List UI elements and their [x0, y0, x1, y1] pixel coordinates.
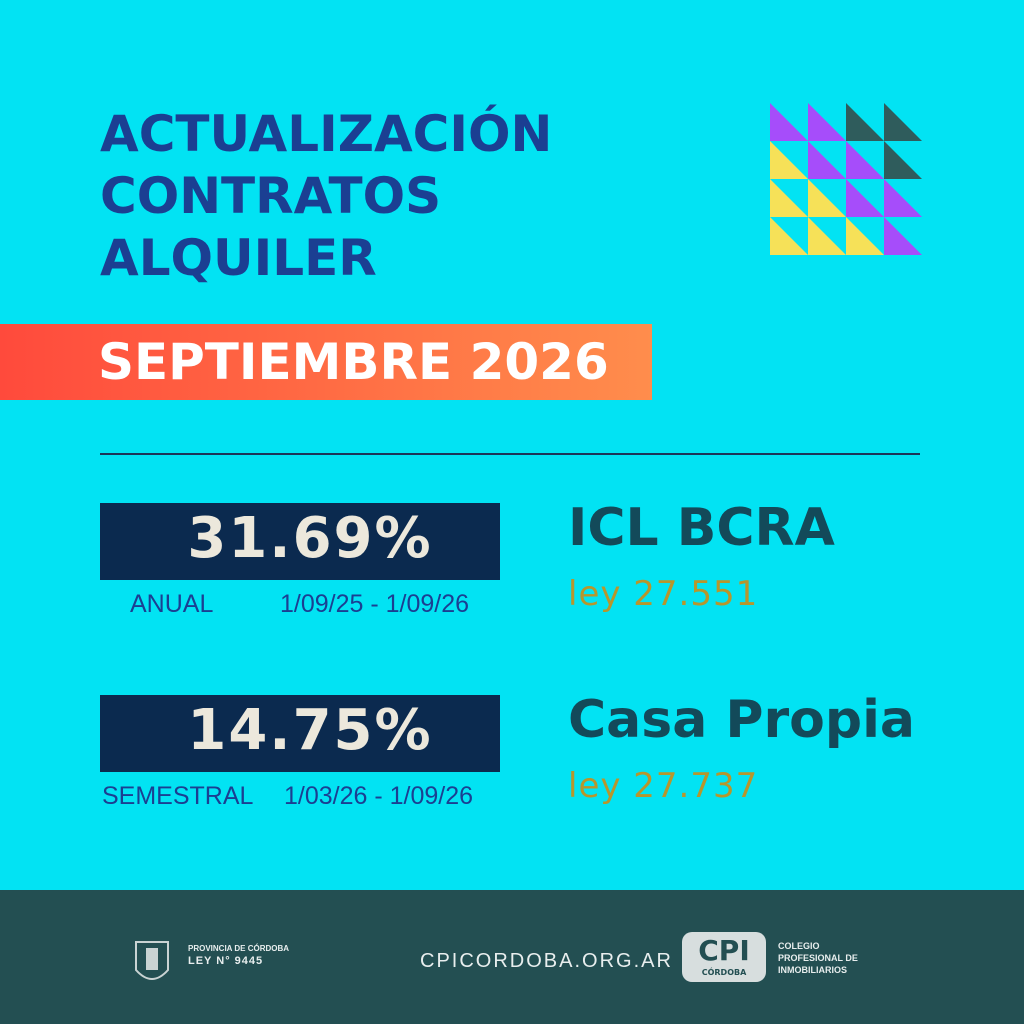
- province-emblem: [135, 941, 169, 980]
- period-dates: 1/03/26 - 1/09/26: [284, 782, 474, 810]
- month-banner: [0, 324, 652, 400]
- triangle: [808, 103, 846, 141]
- triangle: [770, 103, 808, 141]
- decorative-triangles: [770, 103, 922, 255]
- title-line: CONTRATOS: [100, 167, 442, 225]
- triangle: [770, 141, 808, 179]
- period-label: ANUAL: [130, 590, 214, 618]
- divider: [100, 453, 920, 455]
- triangle: [884, 179, 922, 217]
- triangle: [846, 103, 884, 141]
- index-law: ley 27.551: [568, 574, 759, 614]
- triangle: [846, 179, 884, 217]
- logo-text: CPI: [698, 934, 750, 967]
- triangle: [846, 217, 884, 255]
- index-value: 31.69%: [187, 506, 433, 571]
- period-dates: 1/09/25 - 1/09/26: [280, 590, 470, 618]
- index-name: Casa Propia: [568, 690, 916, 750]
- footer-text: LEY N° 9445: [188, 955, 264, 967]
- footer-text: INMOBILIARIOS: [778, 965, 847, 975]
- footer-text: PROFESIONAL DE: [778, 953, 858, 963]
- triangle: [808, 217, 846, 255]
- period-label: SEMESTRAL: [102, 782, 254, 810]
- triangle: [808, 141, 846, 179]
- footer-text: COLEGIO: [778, 941, 820, 951]
- index-value: 14.75%: [187, 698, 433, 763]
- triangle: [884, 217, 922, 255]
- value-box: [100, 503, 500, 580]
- triangle: [808, 179, 846, 217]
- footer: [0, 890, 1024, 1024]
- triangle: [884, 103, 922, 141]
- triangle: [884, 141, 922, 179]
- cpi-logo: [682, 932, 766, 982]
- triangle: [770, 179, 808, 217]
- value-box: [100, 695, 500, 772]
- title-line: ALQUILER: [100, 229, 377, 287]
- logo-subtext: CÓRDOBA: [701, 968, 747, 977]
- title-line: ACTUALIZACIÓN: [100, 105, 553, 163]
- triangle: [846, 141, 884, 179]
- footer-text: PROVINCIA DE CÓRDOBA: [188, 944, 290, 953]
- month: SEPTIEMBRE 2026: [98, 333, 609, 391]
- triangle: [770, 217, 808, 255]
- website[interactable]: CPICORDOBA.ORG.AR: [420, 950, 673, 972]
- index-law: ley 27.737: [568, 766, 759, 806]
- index-name: ICL BCRA: [568, 498, 835, 558]
